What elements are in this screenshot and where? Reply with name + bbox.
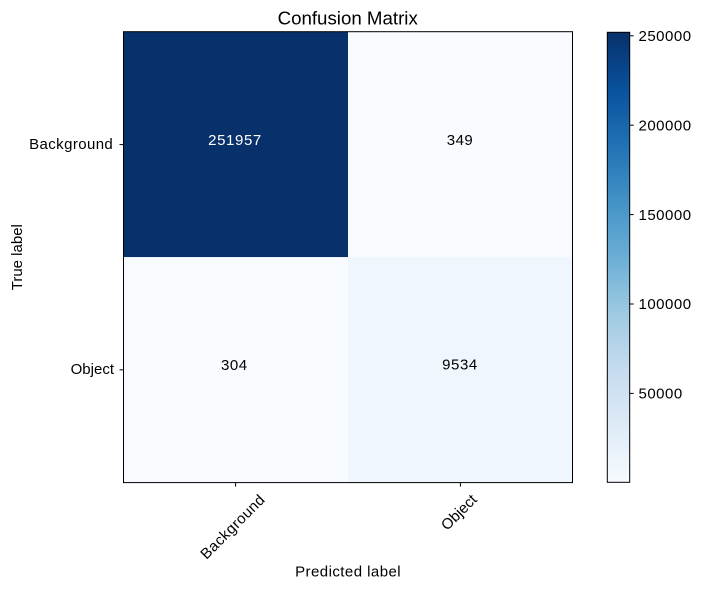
svg-text:150000: 150000 bbox=[639, 207, 692, 224]
svg-text:200000: 200000 bbox=[639, 117, 692, 134]
svg-text:Object: Object bbox=[438, 491, 481, 534]
svg-text:100000: 100000 bbox=[639, 296, 692, 313]
svg-text:Background: Background bbox=[29, 136, 113, 153]
svg-text:50000: 50000 bbox=[639, 386, 683, 403]
svg-text:9534: 9534 bbox=[442, 357, 478, 374]
svg-text:Background: Background bbox=[197, 491, 268, 562]
svg-text:304: 304 bbox=[221, 357, 248, 374]
svg-text:True label: True label bbox=[9, 224, 26, 290]
svg-text:250000: 250000 bbox=[639, 28, 692, 45]
svg-text:Object: Object bbox=[71, 361, 115, 378]
svg-text:251957: 251957 bbox=[208, 132, 262, 149]
svg-text:Confusion Matrix: Confusion Matrix bbox=[278, 7, 419, 28]
svg-text:349: 349 bbox=[447, 132, 474, 149]
svg-text:Predicted label: Predicted label bbox=[295, 563, 401, 580]
